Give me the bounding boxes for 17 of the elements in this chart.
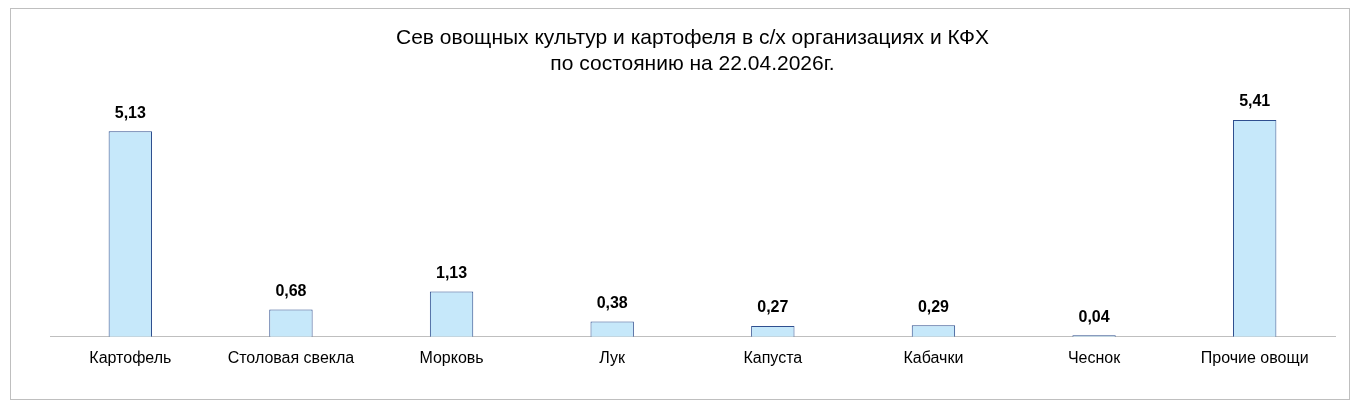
x-tick-label: Капуста [743, 348, 803, 366]
data-label: 0,29 [917, 297, 950, 315]
x-tick-label: Лук [599, 348, 627, 366]
data-label: 1,13 [435, 263, 468, 281]
data-label: 5,13 [114, 103, 146, 121]
data-label: 5,41 [1239, 92, 1271, 110]
x-tick-label: Столовая свекла [227, 348, 355, 366]
data-label: 0,68 [275, 281, 307, 299]
data-label: 0,04 [1078, 307, 1110, 325]
chart-title: Сев овощных культур и картофеля в с/х организациях и КФХ по состоянию на 22.04.2026г. [395, 25, 990, 74]
x-tick-label: Картофель [89, 348, 172, 366]
x-tick-label: Кабачки [903, 348, 964, 366]
x-tick-label: Прочие овощи [1200, 348, 1309, 366]
data-label: 0,27 [757, 298, 789, 316]
x-tick-label: Морковь [419, 348, 484, 366]
x-tick-label: Чеснок [1067, 348, 1122, 366]
data-label: 0,38 [596, 293, 628, 311]
